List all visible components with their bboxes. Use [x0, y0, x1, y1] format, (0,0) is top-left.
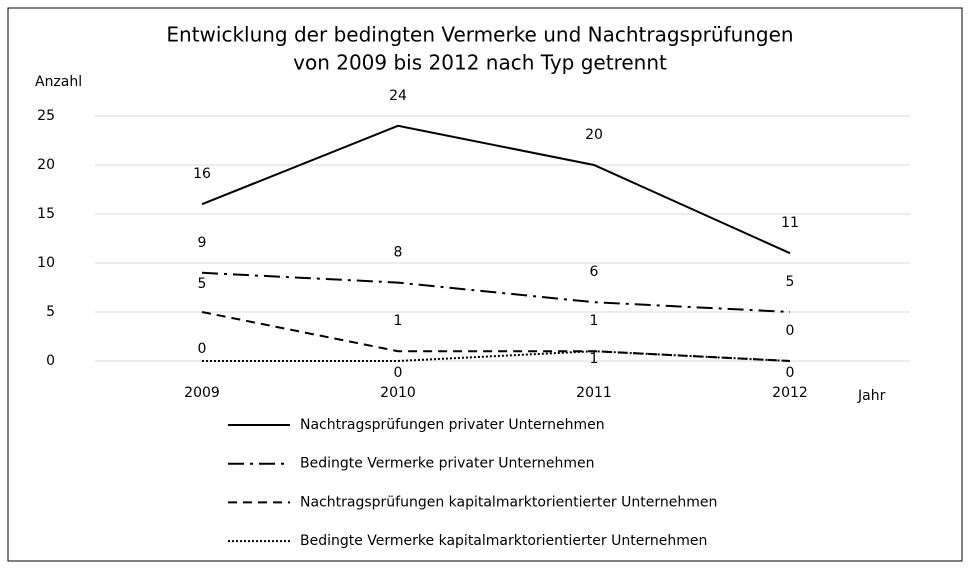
data-label: 1 [590, 313, 599, 329]
x-axis-label: Jahr [857, 388, 886, 404]
legend-label: Bedingte Vermerke kapitalmarktorientiert… [300, 533, 707, 549]
legend-label: Nachtragsprüfungen kapitalmarktorientier… [300, 494, 717, 510]
data-label: 6 [590, 264, 599, 280]
frame [7, 7, 963, 562]
legend-label: Nachtragsprüfungen privater Unternehmen [300, 417, 605, 433]
data-label: 24 [389, 88, 407, 104]
chart-title: von 2009 bis 2012 nach Typ getrennt [293, 51, 667, 75]
data-label: 0 [394, 365, 403, 381]
y-tick-label: 25 [37, 108, 55, 124]
data-label: 16 [193, 166, 211, 182]
series-line [202, 350, 791, 362]
data-label: 0 [786, 323, 795, 339]
x-tick-label: 2011 [576, 385, 612, 401]
y-tick-label: 10 [37, 255, 55, 271]
data-label: 11 [781, 215, 799, 231]
y-tick-label: 0 [46, 353, 55, 369]
data-label: 9 [198, 235, 207, 251]
series-line [201, 124, 791, 255]
data-label: 0 [786, 365, 795, 381]
y-tick-label: 5 [46, 304, 55, 320]
x-tick-label: 2010 [380, 385, 416, 401]
data-label: 20 [585, 127, 603, 143]
data-label: 5 [198, 276, 207, 292]
data-label: 8 [394, 245, 403, 261]
y-tick-label: 20 [37, 157, 55, 173]
x-tick-label: 2009 [184, 385, 220, 401]
series-line [201, 271, 791, 313]
data-label: 1 [394, 313, 403, 329]
y-axis-label: Anzahl [35, 74, 82, 90]
data-label: 1 [590, 351, 599, 367]
data-label: 0 [198, 341, 207, 357]
y-tick-label: 15 [37, 206, 55, 222]
legend-label: Bedingte Vermerke privater Unternehmen [300, 456, 595, 472]
chart-title: Entwicklung der bedingten Vermerke und N… [166, 23, 793, 47]
x-tick-label: 2012 [772, 385, 808, 401]
data-label: 5 [786, 274, 795, 290]
